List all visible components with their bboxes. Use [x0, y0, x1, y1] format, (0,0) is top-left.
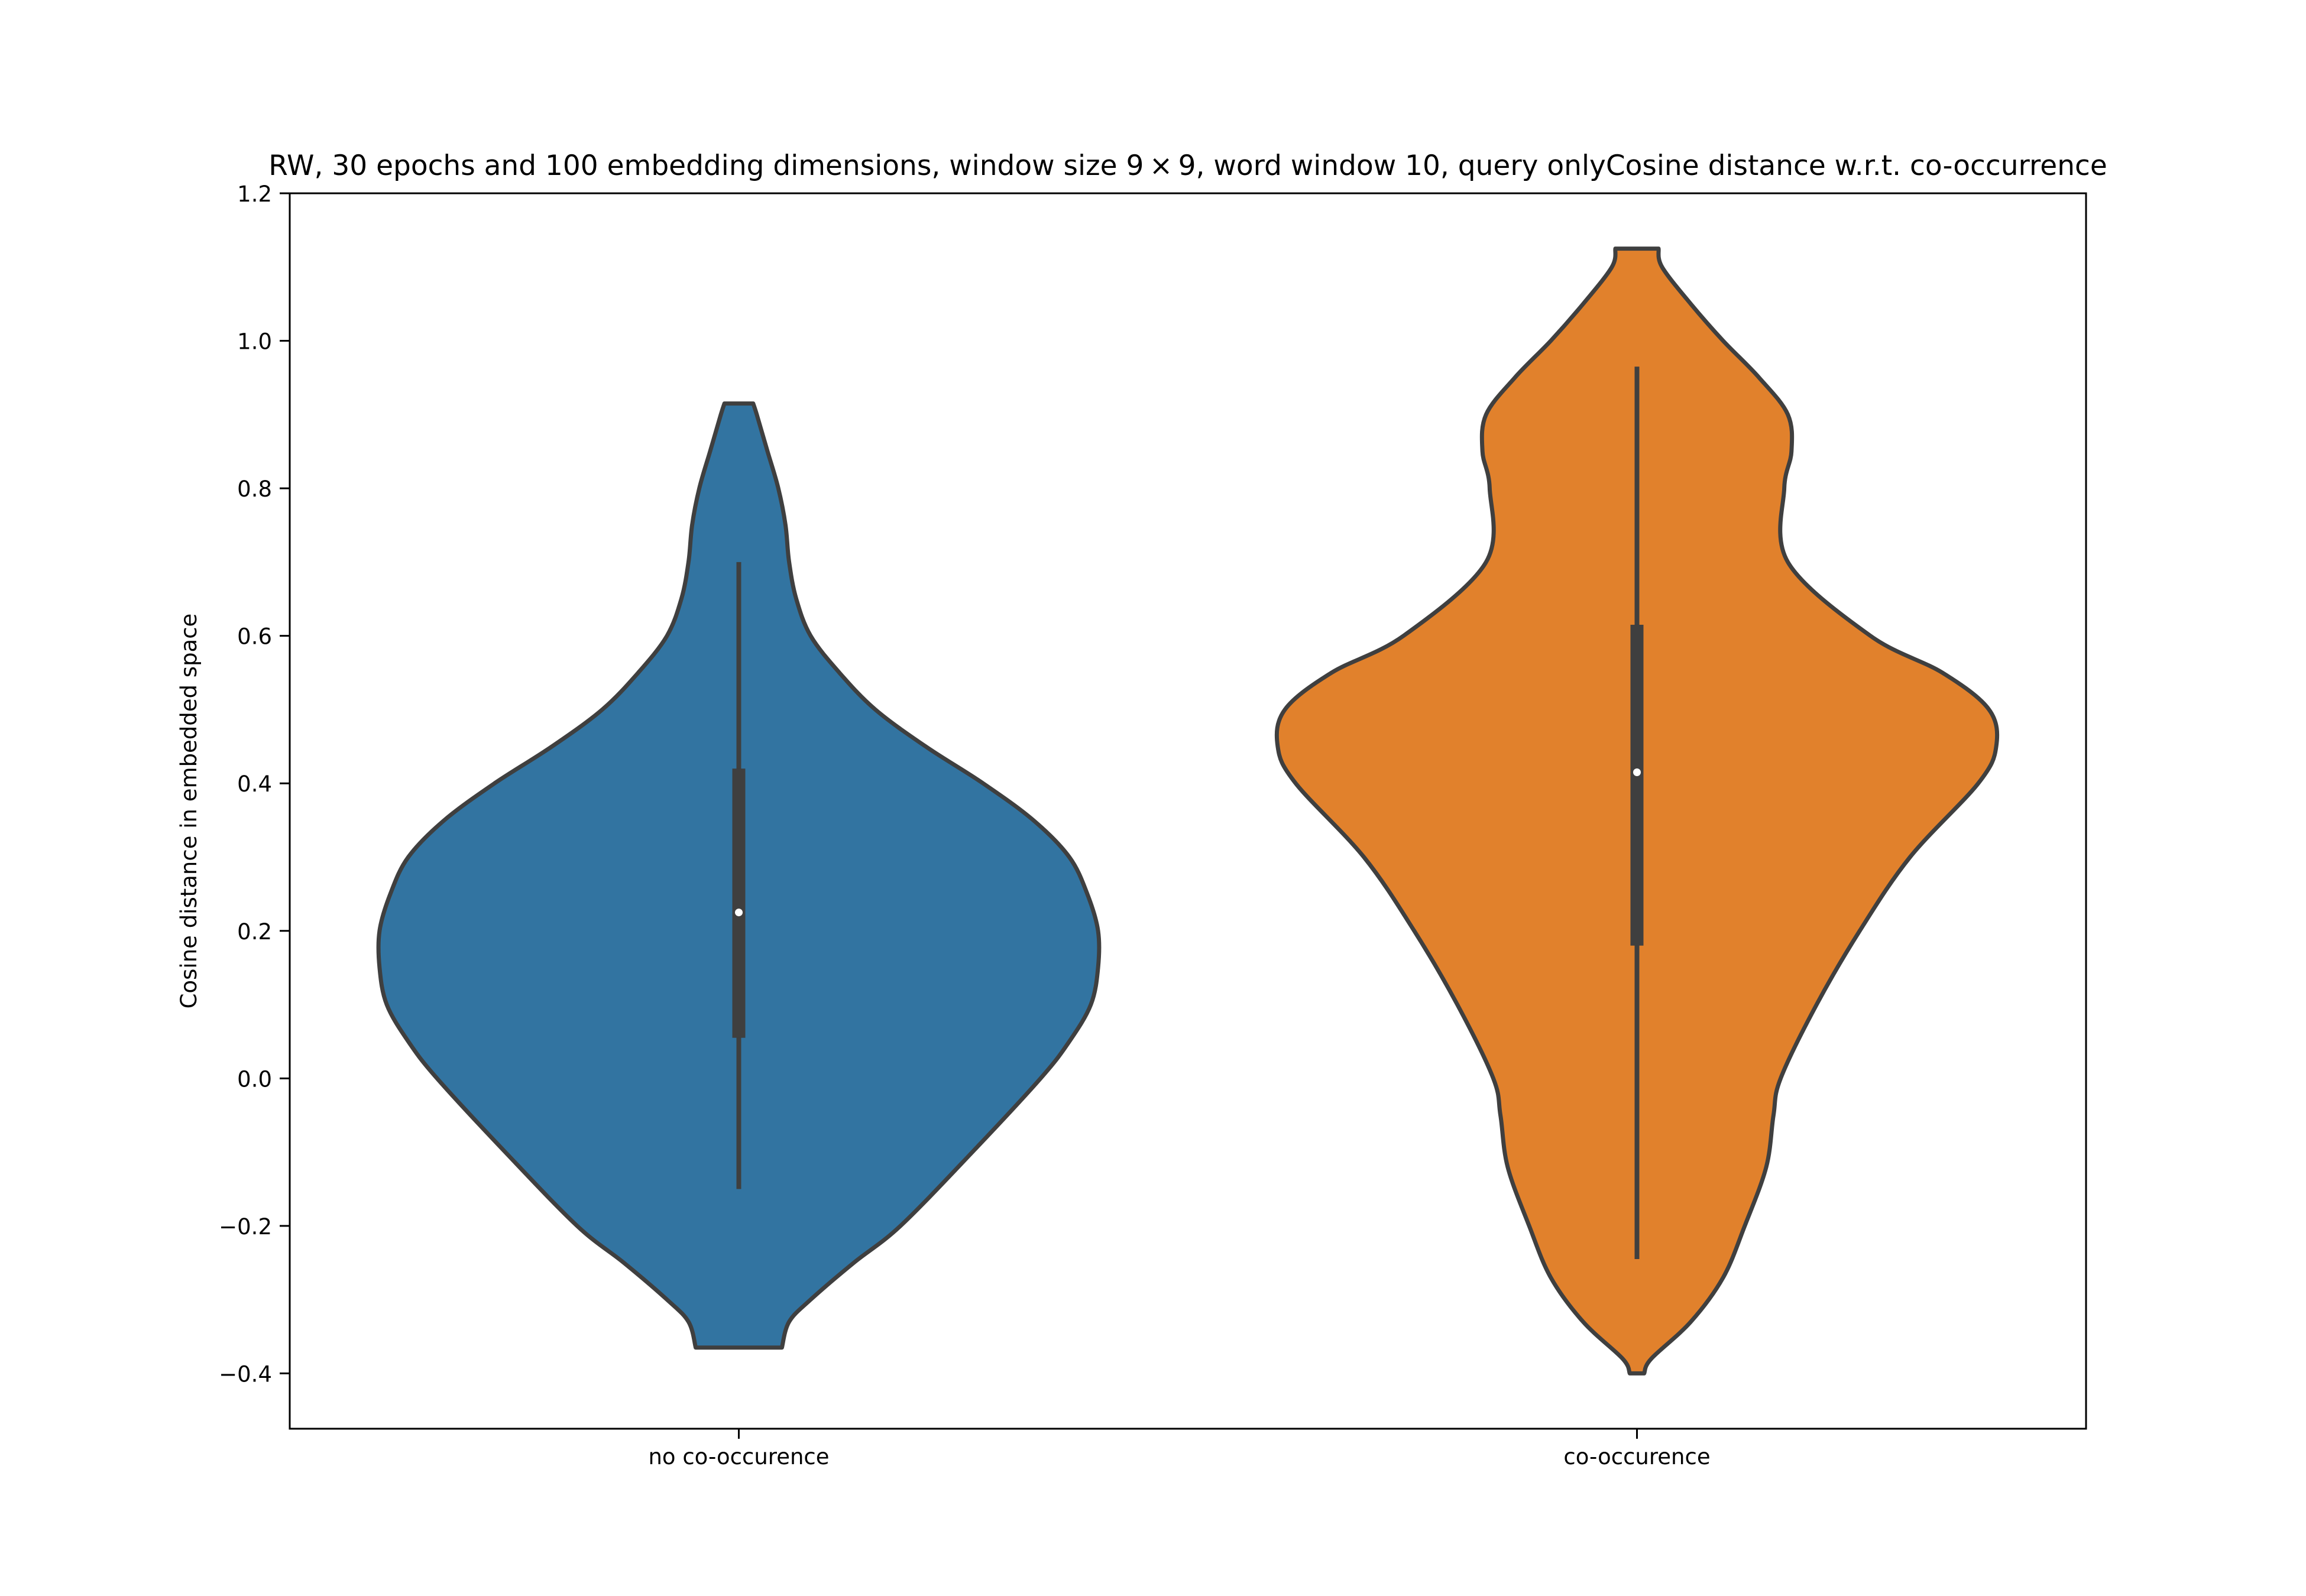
y-axis: −0.4 −0.2 0.0 0.2 0.4 0.6 0.8 1.0 1.2: [219, 181, 290, 1387]
violin-2: [1274, 246, 2000, 1376]
x-tick-label: co-occurence: [1563, 1444, 1710, 1470]
y-tick-label: 0.0: [237, 1066, 272, 1092]
x-axis: no co-occurence co-occurence: [648, 1429, 1711, 1470]
y-tick-label: 0.6: [237, 624, 272, 650]
median-dot: [735, 909, 743, 917]
median-dot: [1633, 768, 1641, 776]
chart-title: RW, 30 epochs and 100 embedding dimensio…: [268, 150, 2107, 182]
iqr-box: [732, 768, 746, 1038]
y-tick-label: 0.2: [237, 919, 272, 945]
y-tick-label: 0.4: [237, 771, 272, 797]
y-axis-label: Cosine distance in embedded space: [176, 614, 202, 1009]
x-tick-label: no co-occurence: [648, 1444, 829, 1470]
violins-layer: [376, 246, 2000, 1376]
iqr-box: [1630, 624, 1644, 946]
y-tick-label: −0.4: [219, 1361, 272, 1387]
plot-frame: [289, 192, 2087, 1430]
y-tick-label: 0.8: [237, 476, 272, 502]
violin-1: [376, 401, 1102, 1350]
y-tick-label: 1.2: [237, 181, 272, 207]
y-tick-label: −0.2: [219, 1214, 272, 1240]
y-tick-label: 1.0: [237, 329, 272, 355]
